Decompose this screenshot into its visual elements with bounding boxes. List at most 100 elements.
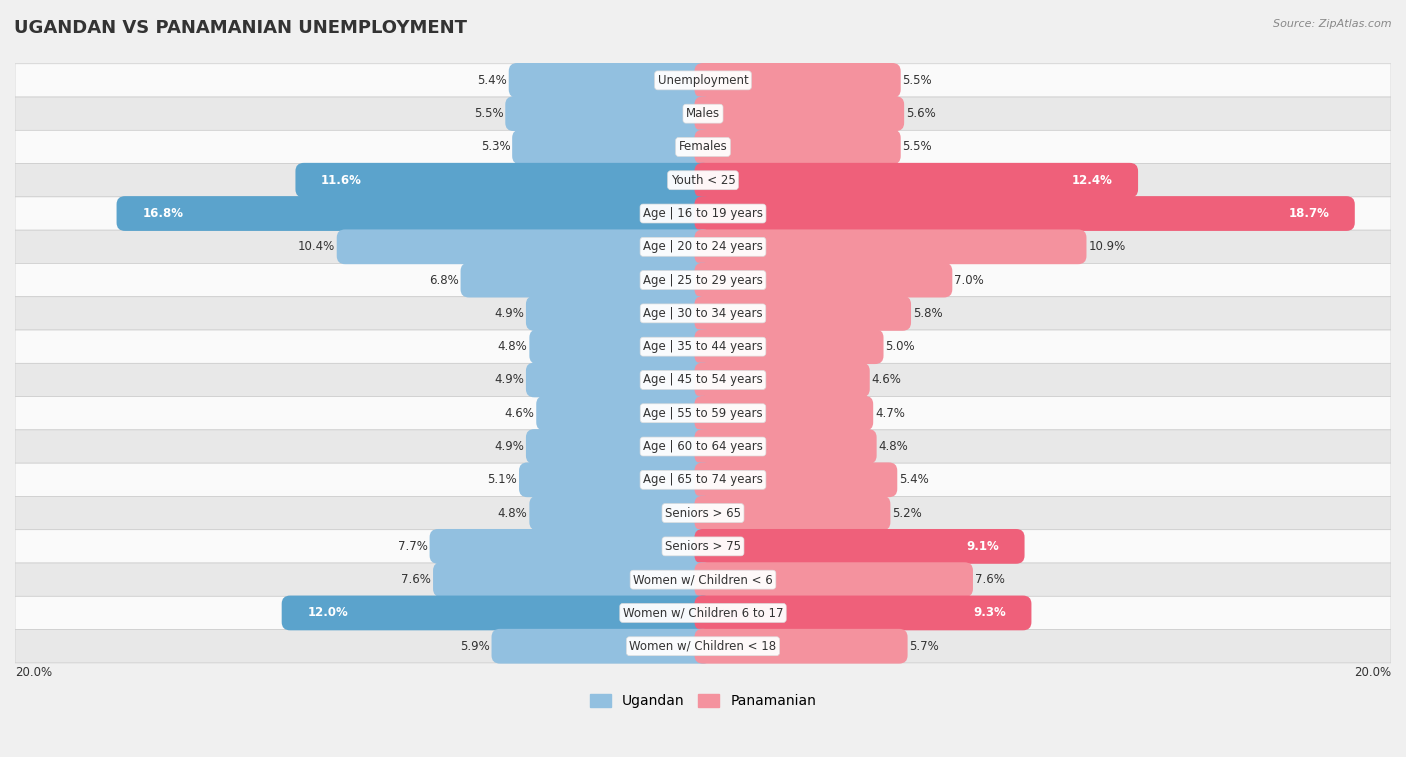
Text: 18.7%: 18.7% [1288, 207, 1329, 220]
Text: 5.5%: 5.5% [903, 141, 932, 154]
Text: Source: ZipAtlas.com: Source: ZipAtlas.com [1274, 19, 1392, 29]
FancyBboxPatch shape [15, 130, 1391, 164]
FancyBboxPatch shape [15, 530, 1391, 563]
FancyBboxPatch shape [695, 396, 873, 431]
Text: Age | 16 to 19 years: Age | 16 to 19 years [643, 207, 763, 220]
FancyBboxPatch shape [336, 229, 711, 264]
FancyBboxPatch shape [526, 429, 711, 464]
FancyBboxPatch shape [430, 529, 711, 564]
Text: 5.6%: 5.6% [905, 107, 936, 120]
FancyBboxPatch shape [530, 496, 711, 531]
Text: 5.5%: 5.5% [474, 107, 503, 120]
Text: 4.6%: 4.6% [505, 407, 534, 419]
Text: 9.3%: 9.3% [973, 606, 1005, 619]
Text: 12.0%: 12.0% [308, 606, 349, 619]
FancyBboxPatch shape [509, 63, 711, 98]
FancyBboxPatch shape [526, 363, 711, 397]
Text: Seniors > 75: Seniors > 75 [665, 540, 741, 553]
FancyBboxPatch shape [15, 263, 1391, 297]
FancyBboxPatch shape [526, 296, 711, 331]
Text: 4.8%: 4.8% [498, 506, 527, 519]
Text: 7.6%: 7.6% [974, 573, 1005, 586]
FancyBboxPatch shape [695, 163, 1137, 198]
Text: Females: Females [679, 141, 727, 154]
FancyBboxPatch shape [15, 164, 1391, 197]
Text: Age | 65 to 74 years: Age | 65 to 74 years [643, 473, 763, 486]
Text: 5.2%: 5.2% [893, 506, 922, 519]
FancyBboxPatch shape [15, 430, 1391, 463]
FancyBboxPatch shape [461, 263, 711, 298]
FancyBboxPatch shape [695, 229, 1087, 264]
FancyBboxPatch shape [15, 397, 1391, 430]
FancyBboxPatch shape [695, 263, 952, 298]
FancyBboxPatch shape [536, 396, 711, 431]
FancyBboxPatch shape [695, 296, 911, 331]
Text: 20.0%: 20.0% [15, 665, 52, 678]
Text: 7.0%: 7.0% [955, 273, 984, 287]
Text: 5.7%: 5.7% [910, 640, 939, 653]
FancyBboxPatch shape [15, 597, 1391, 630]
Text: 5.8%: 5.8% [912, 307, 942, 320]
FancyBboxPatch shape [695, 463, 897, 497]
Text: 20.0%: 20.0% [1354, 665, 1391, 678]
Text: 10.9%: 10.9% [1088, 240, 1126, 254]
FancyBboxPatch shape [281, 596, 711, 631]
FancyBboxPatch shape [695, 329, 883, 364]
FancyBboxPatch shape [695, 96, 904, 131]
Text: 5.9%: 5.9% [460, 640, 489, 653]
Text: 4.9%: 4.9% [495, 440, 524, 453]
Text: Males: Males [686, 107, 720, 120]
FancyBboxPatch shape [695, 129, 901, 164]
Text: 6.8%: 6.8% [429, 273, 458, 287]
Text: Women w/ Children < 6: Women w/ Children < 6 [633, 573, 773, 586]
FancyBboxPatch shape [695, 496, 890, 531]
Text: 5.4%: 5.4% [477, 74, 508, 87]
Text: Age | 35 to 44 years: Age | 35 to 44 years [643, 340, 763, 354]
FancyBboxPatch shape [15, 363, 1391, 397]
FancyBboxPatch shape [512, 129, 711, 164]
Text: 4.9%: 4.9% [495, 373, 524, 387]
Text: Women w/ Children < 18: Women w/ Children < 18 [630, 640, 776, 653]
Text: 4.8%: 4.8% [879, 440, 908, 453]
FancyBboxPatch shape [695, 196, 1355, 231]
Text: 10.4%: 10.4% [298, 240, 335, 254]
Text: 5.4%: 5.4% [898, 473, 929, 486]
FancyBboxPatch shape [530, 329, 711, 364]
Text: 7.7%: 7.7% [398, 540, 427, 553]
Text: Age | 45 to 54 years: Age | 45 to 54 years [643, 373, 763, 387]
Text: Youth < 25: Youth < 25 [671, 174, 735, 187]
Text: 16.8%: 16.8% [142, 207, 183, 220]
Text: UGANDAN VS PANAMANIAN UNEMPLOYMENT: UGANDAN VS PANAMANIAN UNEMPLOYMENT [14, 19, 467, 37]
Text: 5.1%: 5.1% [488, 473, 517, 486]
FancyBboxPatch shape [492, 629, 711, 664]
FancyBboxPatch shape [505, 96, 711, 131]
FancyBboxPatch shape [15, 64, 1391, 97]
FancyBboxPatch shape [117, 196, 711, 231]
Text: 11.6%: 11.6% [321, 174, 361, 187]
FancyBboxPatch shape [695, 596, 1032, 631]
FancyBboxPatch shape [433, 562, 711, 597]
Text: 5.0%: 5.0% [886, 340, 915, 354]
FancyBboxPatch shape [695, 429, 876, 464]
FancyBboxPatch shape [15, 463, 1391, 497]
Text: 5.5%: 5.5% [903, 74, 932, 87]
Text: 4.9%: 4.9% [495, 307, 524, 320]
FancyBboxPatch shape [695, 629, 908, 664]
Text: 4.7%: 4.7% [875, 407, 905, 419]
Text: 4.6%: 4.6% [872, 373, 901, 387]
FancyBboxPatch shape [695, 562, 973, 597]
Text: Seniors > 65: Seniors > 65 [665, 506, 741, 519]
Text: 12.4%: 12.4% [1071, 174, 1112, 187]
FancyBboxPatch shape [15, 630, 1391, 663]
FancyBboxPatch shape [15, 97, 1391, 130]
FancyBboxPatch shape [15, 563, 1391, 597]
FancyBboxPatch shape [15, 330, 1391, 363]
FancyBboxPatch shape [519, 463, 711, 497]
FancyBboxPatch shape [15, 297, 1391, 330]
Text: 9.1%: 9.1% [966, 540, 998, 553]
FancyBboxPatch shape [295, 163, 711, 198]
Legend: Ugandan, Panamanian: Ugandan, Panamanian [585, 689, 821, 714]
Text: Age | 20 to 24 years: Age | 20 to 24 years [643, 240, 763, 254]
Text: Unemployment: Unemployment [658, 74, 748, 87]
Text: Age | 25 to 29 years: Age | 25 to 29 years [643, 273, 763, 287]
